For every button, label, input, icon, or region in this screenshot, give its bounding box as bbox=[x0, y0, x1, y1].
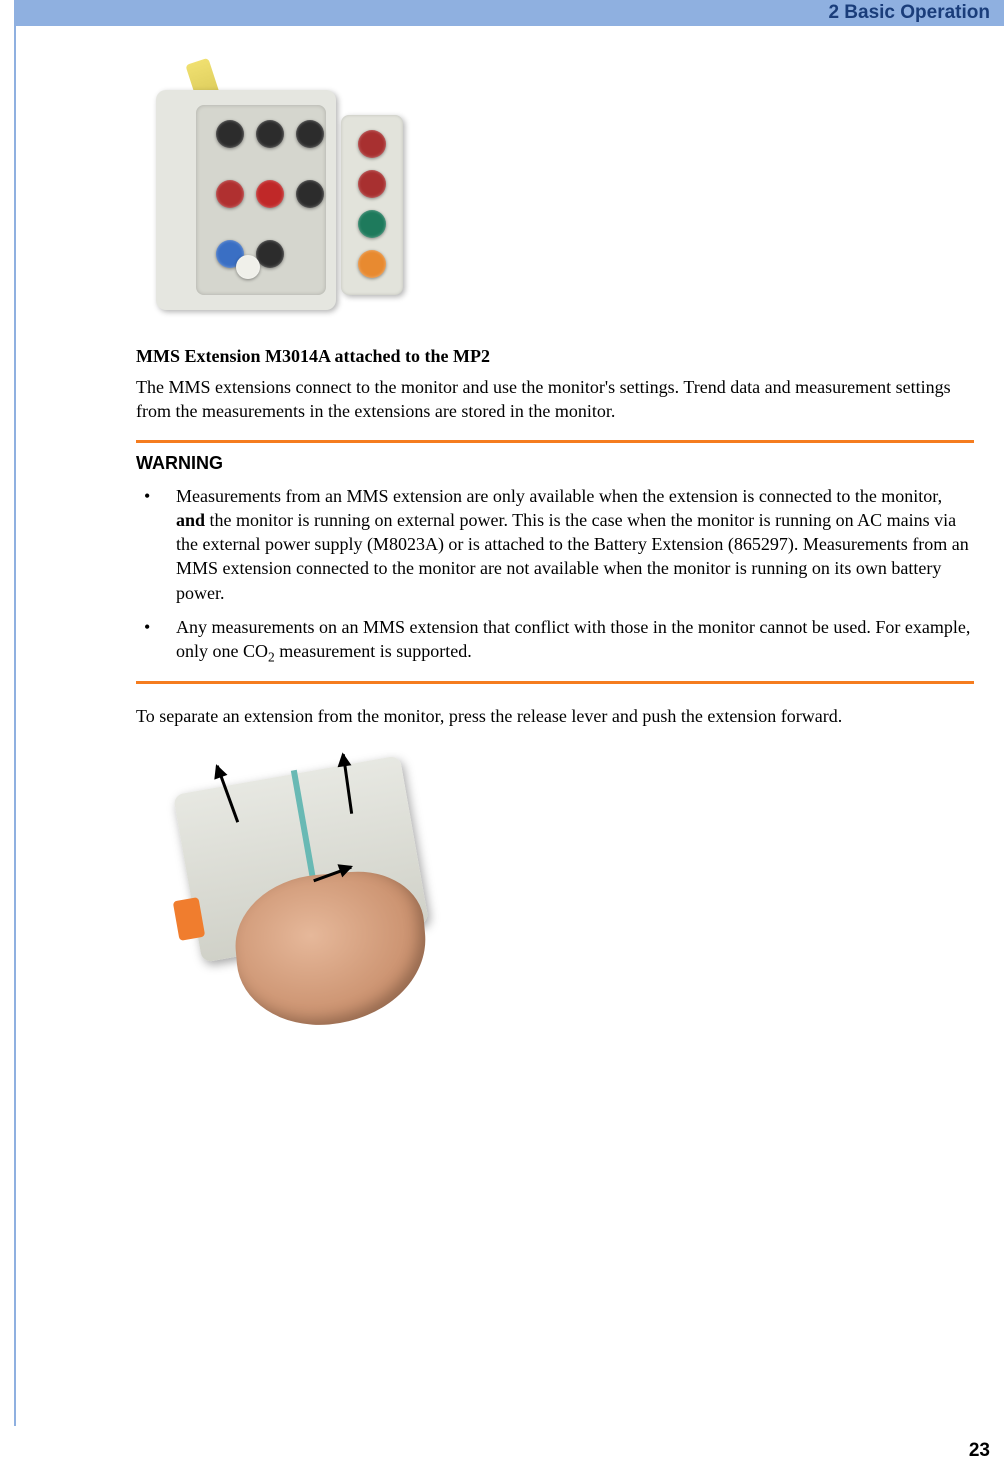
intro-paragraph: The MMS extensions connect to the monito… bbox=[136, 375, 974, 424]
figure-mms-extension-attached bbox=[136, 60, 406, 330]
warning-divider-top bbox=[136, 440, 974, 443]
warning-bullet-2-subscript: 2 bbox=[268, 650, 275, 665]
warning-bullet-2: Any measurements on an MMS extension tha… bbox=[136, 615, 974, 667]
connector-port-icon bbox=[256, 240, 284, 268]
left-margin-rule bbox=[14, 26, 16, 1426]
connector-port-icon bbox=[256, 120, 284, 148]
extension-module bbox=[341, 115, 403, 295]
warning-divider-bottom bbox=[136, 681, 974, 684]
figure-separate-extension bbox=[136, 744, 466, 1034]
warning-bullet-1: Measurements from an MMS extension are o… bbox=[136, 484, 974, 605]
connector-port-icon bbox=[236, 255, 260, 279]
connector-port-icon bbox=[358, 170, 386, 198]
device-body bbox=[156, 90, 336, 310]
page-content: MMS Extension M3014A attached to the MP2… bbox=[136, 60, 974, 1034]
device-port-panel bbox=[196, 105, 326, 295]
connector-port-icon bbox=[296, 180, 324, 208]
warning-list: Measurements from an MMS extension are o… bbox=[136, 484, 974, 668]
warning-bullet-2-text-b: measurement is supported. bbox=[275, 641, 472, 661]
warning-bullet-1-text-a: Measurements from an MMS extension are o… bbox=[176, 486, 942, 506]
connector-port-icon bbox=[358, 130, 386, 158]
connector-port-icon bbox=[216, 120, 244, 148]
connector-port-icon bbox=[216, 180, 244, 208]
chapter-header: 2 Basic Operation bbox=[828, 2, 990, 24]
connector-port-icon bbox=[358, 210, 386, 238]
figure1-caption: MMS Extension M3014A attached to the MP2 bbox=[136, 346, 974, 367]
connector-port-icon bbox=[256, 180, 284, 208]
connector-port-icon bbox=[358, 250, 386, 278]
page-number: 23 bbox=[969, 1440, 990, 1462]
warning-heading: WARNING bbox=[136, 453, 974, 474]
warning-bullet-1-text-b: the monitor is running on external power… bbox=[176, 510, 969, 603]
warning-bullet-1-bold: and bbox=[176, 510, 205, 530]
separation-instruction: To separate an extension from the monito… bbox=[136, 704, 974, 728]
connector-port-icon bbox=[296, 120, 324, 148]
